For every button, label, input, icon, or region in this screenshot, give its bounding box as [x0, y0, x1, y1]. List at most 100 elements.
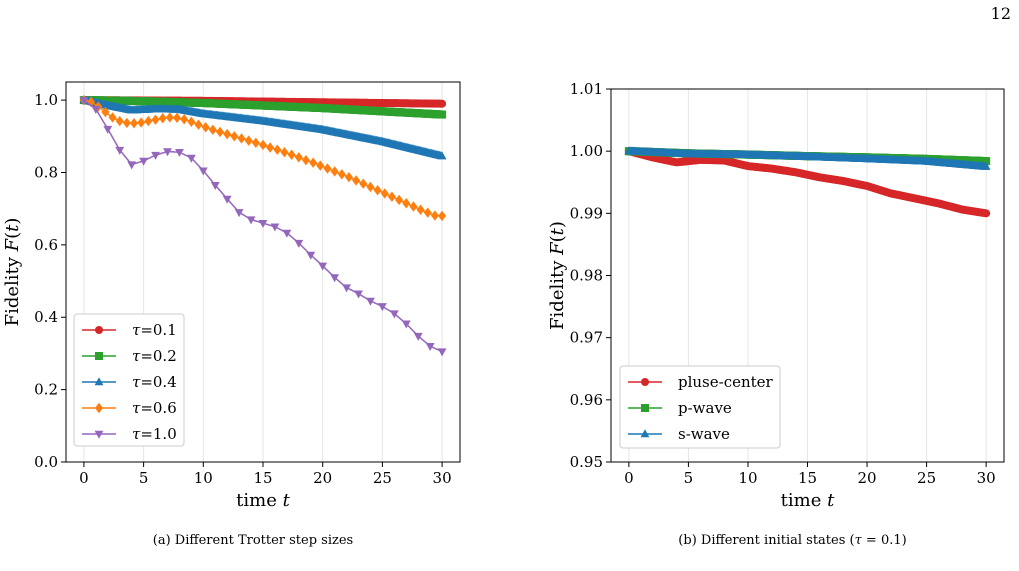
- data-point: [981, 161, 991, 170]
- data-point: [425, 342, 435, 351]
- data-point: [198, 167, 208, 176]
- legend-box: [73, 313, 185, 447]
- x-tick-label: 5: [684, 469, 694, 487]
- data-point: [282, 229, 292, 238]
- data-point: [115, 115, 124, 127]
- data-point: [982, 157, 991, 166]
- data-point: [306, 251, 316, 260]
- data-point: [122, 117, 131, 129]
- x-tick-label: 25: [917, 469, 936, 487]
- data-point: [318, 262, 328, 271]
- data-point: [352, 175, 361, 186]
- legend-label: p-wave: [678, 399, 732, 417]
- y-tick-label: 0.98: [570, 267, 603, 285]
- y-tick-label: 0.0: [34, 453, 58, 471]
- data-point: [108, 112, 117, 123]
- data-point: [163, 148, 172, 157]
- legend-label: τ=0.2: [132, 347, 177, 365]
- data-point: [316, 160, 325, 171]
- legend-label: τ=0.1: [132, 321, 177, 339]
- data-point: [222, 195, 232, 204]
- data-point: [266, 142, 275, 153]
- data-point: [294, 152, 303, 163]
- x-tick-label: 20: [313, 469, 332, 487]
- data-point: [389, 310, 399, 319]
- x-tick-label: 25: [373, 469, 392, 487]
- data-point: [416, 204, 425, 215]
- legend-label: τ=0.4: [132, 373, 177, 391]
- data-point: [246, 216, 256, 225]
- data-point: [137, 117, 146, 128]
- data-point: [387, 191, 396, 202]
- x-tick-label: 10: [194, 469, 213, 487]
- data-point: [330, 274, 340, 283]
- data-point: [342, 284, 351, 293]
- legend-label: pluse-center: [678, 373, 774, 391]
- y-tick-label: 1.00: [570, 142, 603, 160]
- data-point: [210, 181, 220, 190]
- y-tick-label: 1.0: [34, 91, 58, 109]
- data-point: [380, 188, 389, 199]
- legend-marker: [640, 429, 650, 438]
- data-point: [258, 219, 268, 228]
- data-point: [194, 119, 203, 130]
- data-point: [294, 239, 304, 248]
- y-axis-title: Fidelity F(t): [2, 218, 23, 327]
- data-point: [270, 223, 280, 232]
- legend-marker: [95, 326, 103, 334]
- caption: (a) Different Trotter step sizes: [153, 533, 353, 548]
- caption: (b) Different initial states (τ = 0.1): [678, 533, 906, 548]
- series-s-wave: [624, 146, 991, 170]
- data-point: [423, 207, 432, 218]
- legend-label: τ=0.6: [132, 399, 177, 417]
- legend: τ=0.1 τ=0.2 τ=0.4 τ=0.6 τ=1.0: [73, 313, 185, 447]
- data-point: [982, 209, 991, 218]
- data-point: [366, 181, 375, 193]
- data-point: [287, 149, 296, 160]
- data-point: [344, 171, 353, 183]
- data-point: [366, 297, 375, 306]
- data-point: [234, 209, 244, 218]
- legend: pluse-center p-wave s-wave: [619, 365, 781, 449]
- chart-a: 0 5 10 15 20 25 30 0.0 0.2 0.4 0.6 0.8 1.0 time t Fide…: [2, 81, 461, 548]
- data-point: [139, 157, 149, 166]
- data-point: [130, 118, 139, 129]
- data-point: [208, 124, 217, 135]
- legend-box: [619, 365, 781, 449]
- legend-label: s-wave: [678, 425, 730, 443]
- x-tick-label: 30: [433, 469, 452, 487]
- data-point: [301, 154, 310, 166]
- legend-marker: [95, 402, 103, 414]
- page-number: 12: [990, 4, 1011, 23]
- data-point: [175, 149, 184, 158]
- data-point: [354, 290, 363, 299]
- data-point: [101, 106, 110, 118]
- data-point: [359, 178, 368, 189]
- data-point: [280, 147, 289, 158]
- data-point: [216, 126, 225, 138]
- x-tick-label: 15: [253, 469, 272, 487]
- data-point: [401, 320, 411, 329]
- data-point: [201, 122, 210, 133]
- data-point: [437, 348, 447, 357]
- data-point: [103, 125, 113, 134]
- y-tick-label: 0.2: [34, 381, 58, 399]
- data-point: [237, 133, 246, 144]
- data-point: [151, 114, 160, 125]
- data-point: [180, 114, 189, 125]
- series-layer: [79, 94, 447, 357]
- data-point: [151, 151, 160, 160]
- data-point: [395, 194, 404, 206]
- data-point: [402, 198, 411, 209]
- data-point: [186, 154, 196, 163]
- data-point: [259, 139, 267, 151]
- data-point: [91, 105, 101, 114]
- series-τ=1.0: [79, 96, 447, 357]
- data-point: [438, 99, 447, 108]
- legend-label: τ=1.0: [132, 425, 177, 443]
- x-tick-label: 0: [79, 469, 89, 487]
- series-τ=0.2: [79, 96, 447, 119]
- x-tick-label: 5: [139, 469, 149, 487]
- legend-marker: [95, 352, 103, 360]
